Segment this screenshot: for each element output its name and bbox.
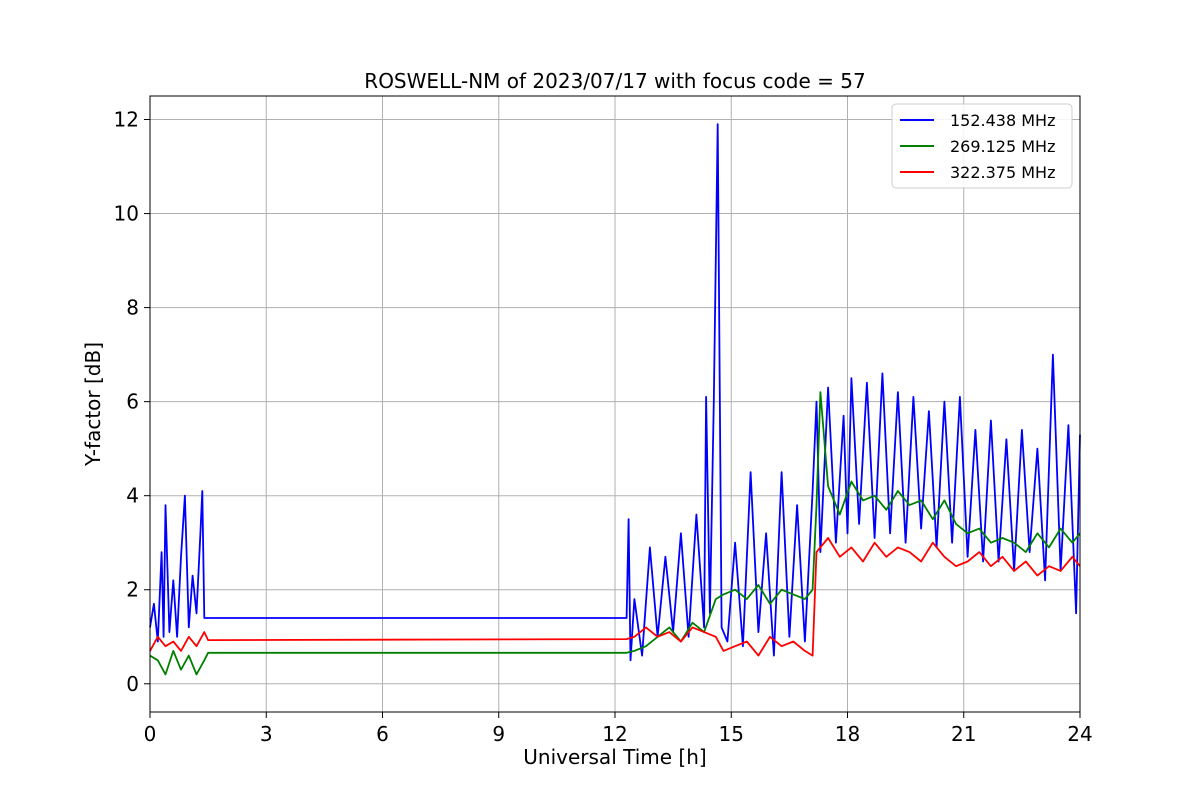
- series-line-269-125-mhz: [149, 391, 1081, 676]
- y-axis-label: Y-factor [dB]: [81, 342, 105, 467]
- x-tick-label: 6: [376, 722, 389, 746]
- x-tick-label: 15: [719, 722, 744, 746]
- y-tick-label: 6: [126, 390, 139, 414]
- x-axis-label: Universal Time [h]: [523, 745, 706, 769]
- y-tick-label: 4: [126, 484, 139, 508]
- y-tick-label: 0: [126, 672, 139, 696]
- legend-label: 322.375 MHz: [950, 163, 1055, 182]
- legend-label: 152.438 MHz: [950, 111, 1055, 130]
- x-tick-label: 18: [835, 722, 860, 746]
- chart-title: ROSWELL-NM of 2023/07/17 with focus code…: [364, 69, 865, 93]
- x-tick-label: 12: [602, 722, 627, 746]
- series-line-322-375-mhz: [149, 537, 1081, 657]
- y-tick-label: 10: [114, 202, 139, 226]
- legend: 152.438 MHz 269.125 MHz 322.375 MHz: [891, 103, 1073, 189]
- x-tick-label: 9: [492, 722, 505, 746]
- legend-box: [891, 103, 1073, 189]
- series-line-152-438-mhz: [149, 123, 1081, 662]
- x-tick-label: 24: [1067, 722, 1092, 746]
- y-tick-label: 12: [114, 108, 139, 132]
- x-tick-label: 21: [951, 722, 976, 746]
- y-tick-label: 2: [126, 578, 139, 602]
- x-tick-label: 3: [260, 722, 273, 746]
- x-tick-label: 0: [144, 722, 157, 746]
- series-layer: [149, 123, 1081, 676]
- y-tick-label: 8: [126, 296, 139, 320]
- legend-label: 269.125 MHz: [950, 137, 1055, 156]
